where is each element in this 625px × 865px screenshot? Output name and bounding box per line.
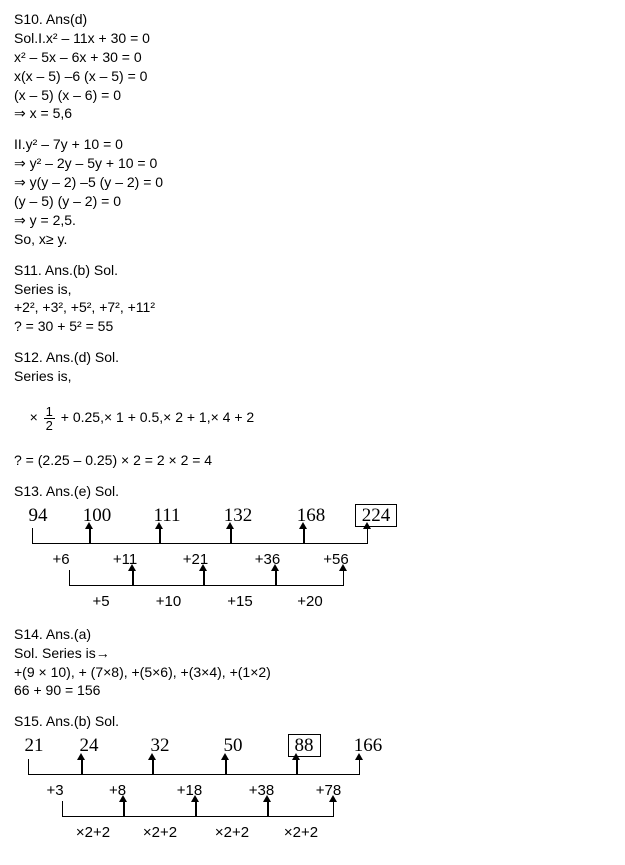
text-line: x(x – 5) –6 (x – 5) = 0 [14,67,611,86]
s10-header: S10. Ans(d) [14,10,611,29]
series-number: 168 [274,503,348,529]
diff-label: ×2+2 [196,823,268,843]
text-line: ? = (2.25 – 0.25) × 2 = 2 × 2 = 4 [14,451,611,470]
text-line: So, x≥ y. [14,230,611,249]
text-line: (x – 5) (x – 6) = 0 [14,86,611,105]
text-line: (y – 5) (y – 2) = 0 [14,192,611,211]
diff-label: +56 [304,550,368,570]
text-line: Series is, [14,280,611,299]
bracket [90,528,160,544]
diff-label: ×2+2 [62,823,124,843]
diff-label: +36 [231,550,304,570]
text-line: ⇒ y = 2,5. [14,211,611,230]
bracket [276,570,344,586]
bracket [69,570,133,586]
text-line: II.y² – 7y + 10 = 0 [14,135,611,154]
frac-pre: × [30,409,42,425]
bracket [32,528,90,544]
s10-block: S10. Ans(d) Sol.I.x² – 11x + 30 = 0 x² –… [14,10,611,123]
s15-header: S15. Ans.(b) Sol. [14,712,611,731]
s14-block: S14. Ans.(a) Sol. Series is→ +(9 × 10), … [14,625,611,701]
s12-block: S12. Ans.(d) Sol. Series is, × 12 + 0.25… [14,348,611,469]
diff-label: +10 [133,592,204,612]
diff-label: +15 [204,592,276,612]
s15-diagram: 2124325088166+3+8+18+38+78×2+2×2+2×2+2×2… [14,733,611,843]
text-line: Sol. Series is→ [14,644,611,663]
bracket [28,759,82,775]
series-number: 88 [270,733,338,759]
series-number: 111 [132,503,202,529]
bracket [297,759,360,775]
s13-header: S13. Ans.(e) Sol. [14,482,611,501]
series-number: 94 [14,503,62,529]
s14-header: S14. Ans.(a) [14,625,611,644]
s13-diagram: 94100111132168 224 +6+11+21+36+56 +5+10+15+… [14,503,611,613]
series-number: 32 [124,733,196,759]
diff-label: +18 [153,781,226,801]
diff-label: +3 [28,781,82,801]
diff-label: +38 [226,781,297,801]
s13-block: S13. Ans.(e) Sol. 94100111132168 224 +6+11… [14,482,611,613]
diff-label: +6 [32,550,90,570]
s15-block: S15. Ans.(b) Sol. 2124325088166 +3+8+18+3… [14,712,611,843]
bracket [226,759,297,775]
bracket [196,801,268,817]
fraction: 12 [44,405,55,432]
series-number: 132 [202,503,274,529]
text-line: ? = 30 + 5² = 55 [14,317,611,336]
diff-label: ×2+2 [124,823,196,843]
bracket [231,528,304,544]
series-number: 24 [54,733,124,759]
s11-header: S11. Ans.(b) Sol. [14,261,611,280]
diff-label: +11 [90,550,160,570]
bracket [268,801,334,817]
text-line: Series is, [14,367,611,386]
text-line: x² – 5x – 6x + 30 = 0 [14,48,611,67]
text-line: +2², +3², +5², +7², +11² [14,298,611,317]
bracket [62,801,124,817]
boxed-answer: 224 [355,504,398,527]
bracket [133,570,204,586]
diff-label: +8 [82,781,153,801]
diff-label: ×2+2 [268,823,334,843]
series-number: 166 [338,733,398,759]
text-line: ⇒ y² – 2y – 5y + 10 = 0 [14,154,611,173]
bracket [204,570,276,586]
bracket [124,801,196,817]
fraction-line: × 12 + 0.25,× 1 + 0.5,× 2 + 1,× 4 + 2 [14,386,611,451]
s10-block-ii: II.y² – 7y + 10 = 0 ⇒ y² – 2y – 5y + 10 … [14,135,611,248]
underlined-text: x(x – 5) –6 (x – 5) = 0 [14,68,147,84]
series-number: 21 [14,733,54,759]
diff-label: +5 [69,592,133,612]
frac-den: 2 [44,419,55,432]
bracket [160,528,231,544]
series-number: 50 [196,733,270,759]
text-line: 66 + 90 = 156 [14,681,611,700]
text-line: ⇒ y(y – 2) –5 (y – 2) = 0 [14,173,611,192]
diff-label: +21 [160,550,231,570]
series-number: 224 [348,503,404,529]
frac-num: 1 [44,405,55,419]
s11-block: S11. Ans.(b) Sol. Series is, +2², +3², +… [14,261,611,337]
bracket [82,759,153,775]
text-line: Sol.I.x² – 11x + 30 = 0 [14,29,611,48]
s12-header: S12. Ans.(d) Sol. [14,348,611,367]
series-number: 100 [62,503,132,529]
bracket [153,759,226,775]
diff-label: +20 [276,592,344,612]
bracket [304,528,368,544]
frac-post: + 0.25,× 1 + 0.5,× 2 + 1,× 4 + 2 [57,409,254,425]
text-line: ⇒ x = 5,6 [14,104,611,123]
text-line: +(9 × 10), + (7×8), +(5×6), +(3×4), +(1×… [14,663,611,682]
